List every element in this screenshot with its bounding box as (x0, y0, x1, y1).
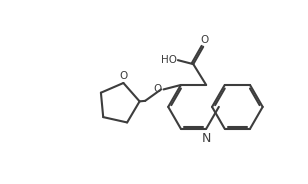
Text: HO: HO (161, 55, 177, 65)
Text: N: N (201, 132, 211, 145)
Text: O: O (154, 84, 162, 94)
Text: O: O (200, 35, 208, 45)
Text: O: O (119, 71, 128, 81)
